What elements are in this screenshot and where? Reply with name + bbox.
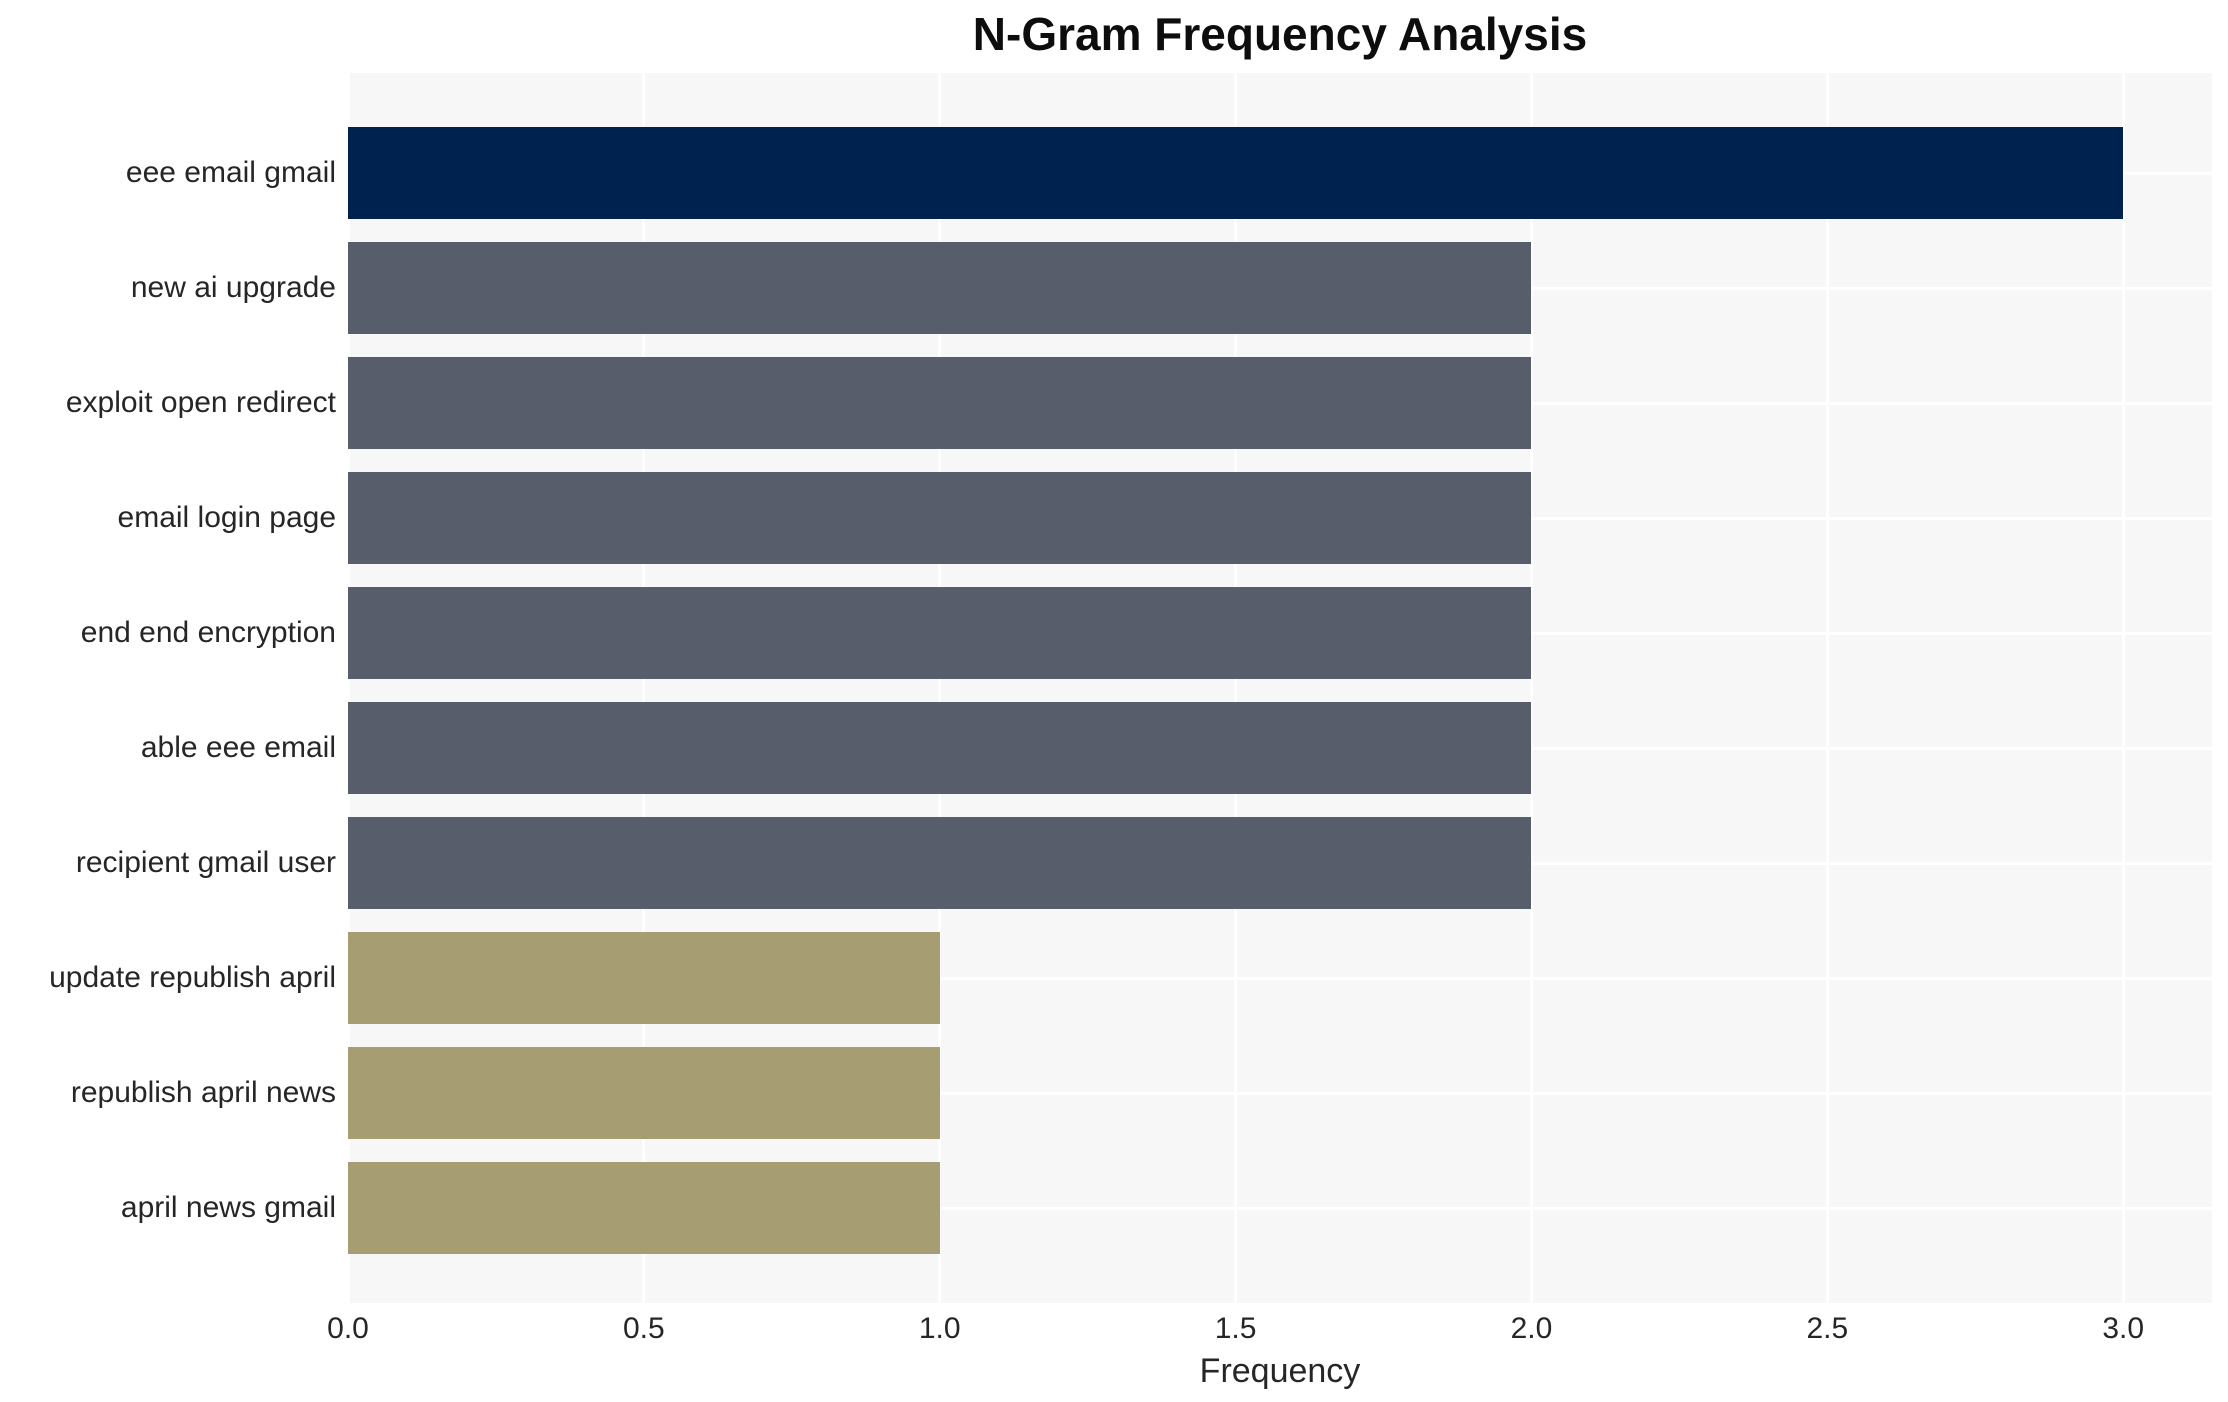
gridline-horizontal bbox=[348, 1091, 2212, 1095]
category-label: email login page bbox=[117, 501, 336, 534]
x-tick-label: 1.5 bbox=[1214, 1312, 1257, 1345]
bar bbox=[348, 702, 1532, 794]
x-tick-label: 3.0 bbox=[2102, 1312, 2145, 1345]
category-label: eee email gmail bbox=[125, 156, 336, 189]
gridline-vertical bbox=[938, 73, 942, 1303]
gridline-vertical bbox=[1234, 73, 1238, 1303]
category-label: republish april news bbox=[70, 1076, 336, 1109]
category-label: update republish april bbox=[49, 961, 336, 994]
gridline-vertical bbox=[1529, 73, 1533, 1303]
bar bbox=[348, 1047, 940, 1139]
x-tick-label: 2.0 bbox=[1510, 1312, 1553, 1345]
gridline-vertical bbox=[1825, 73, 1829, 1303]
category-label: april news gmail bbox=[120, 1191, 336, 1224]
bar bbox=[348, 817, 1532, 909]
category-label: end end encryption bbox=[80, 616, 336, 649]
category-label: recipient gmail user bbox=[75, 846, 336, 879]
bar bbox=[348, 357, 1532, 449]
bar bbox=[348, 242, 1532, 334]
gridline-horizontal bbox=[348, 1206, 2212, 1210]
gridline-vertical bbox=[346, 73, 350, 1303]
chart-title: N-Gram Frequency Analysis bbox=[972, 8, 1588, 60]
bar bbox=[348, 472, 1532, 564]
x-axis-label: Frequency bbox=[1199, 1352, 1361, 1390]
category-label: new ai upgrade bbox=[130, 271, 336, 304]
gridline-horizontal bbox=[348, 976, 2212, 980]
x-tick-label: 1.0 bbox=[918, 1312, 961, 1345]
x-tick-label: 0.5 bbox=[623, 1312, 665, 1345]
category-label: exploit open redirect bbox=[65, 386, 336, 419]
x-tick-label: 2.5 bbox=[1806, 1312, 1849, 1345]
bar bbox=[348, 587, 1532, 679]
x-tick-label: 0.0 bbox=[327, 1312, 369, 1345]
gridline-vertical bbox=[642, 73, 646, 1303]
plot-area bbox=[346, 73, 2212, 1303]
bar bbox=[348, 932, 940, 1024]
bar bbox=[348, 1162, 940, 1254]
gridline-vertical bbox=[2121, 73, 2125, 1303]
category-label: able eee email bbox=[140, 731, 336, 764]
bar bbox=[348, 127, 2124, 219]
